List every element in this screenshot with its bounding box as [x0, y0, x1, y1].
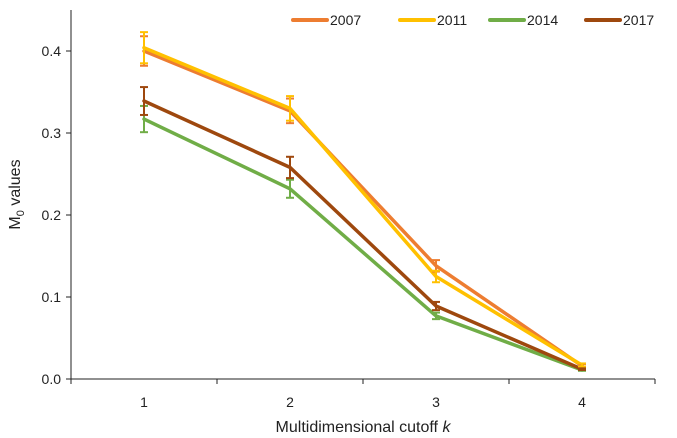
error-bar-2017: [140, 86, 148, 116]
x-axis-title: Multidimensional cutoff k: [276, 419, 452, 436]
y-tick-label: 0.0: [42, 371, 62, 387]
error-bar-2011: [578, 362, 586, 368]
y-tick-label: 0.2: [42, 207, 62, 223]
legend-label: 2007: [330, 12, 361, 28]
legend-item-2014: 2014: [488, 12, 558, 28]
y-tick-label: 0.3: [42, 125, 62, 141]
error-bars: [140, 31, 586, 372]
x-tick-label: 2: [286, 394, 294, 410]
y-axis-title-subscript: 0: [15, 210, 27, 216]
y-tick-label: 0.4: [42, 43, 62, 59]
series-lines: [142, 45, 584, 372]
error-bar-2011: [286, 95, 294, 122]
legend-item-2011: 2011: [398, 12, 467, 28]
error-bar-2017: [432, 300, 440, 312]
y-axis-title: M0 values: [7, 159, 27, 229]
ticks: 0.0 0.1 0.2 0.3 0.4 1 2 3 4: [42, 43, 656, 410]
series-line-2014: [142, 117, 584, 372]
legend-label: 2017: [623, 12, 654, 28]
x-axis-title-variable: k: [442, 419, 451, 436]
series-line-2007: [142, 49, 584, 368]
error-bar-2011: [432, 269, 440, 284]
legend-label: 2011: [437, 12, 467, 28]
error-bar-2017: [286, 155, 294, 180]
x-tick-label: 3: [432, 394, 440, 410]
y-axis-title-symbol: M: [7, 216, 24, 229]
series-line-2017: [142, 99, 584, 371]
y-axis-title-rest: values: [7, 159, 24, 210]
error-bar-2014: [286, 178, 294, 199]
x-axis-title-text: Multidimensional cutoff: [276, 419, 439, 436]
legend-item-2017: 2017: [584, 12, 654, 28]
error-bar-2011: [140, 31, 148, 65]
x-tick-label: 4: [578, 394, 586, 410]
legend: 2007 2011 2014 2017: [291, 12, 654, 28]
legend-item-2007: 2007: [291, 12, 361, 28]
error-bar-2014: [432, 311, 440, 321]
legend-label: 2014: [527, 12, 558, 28]
x-tick-label: 1: [140, 394, 148, 410]
y-tick-label: 0.1: [42, 289, 62, 305]
error-bar-2017: [578, 367, 586, 371]
series-line-2011: [142, 45, 584, 367]
